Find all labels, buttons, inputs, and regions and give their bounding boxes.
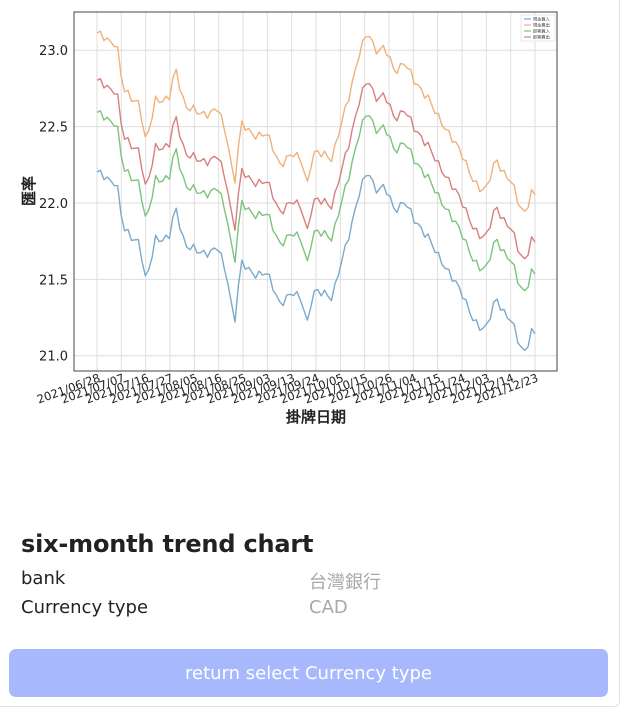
- legend-entry: 現金買入: [533, 16, 551, 23]
- y-tick-label: 21.0: [39, 350, 68, 365]
- bank-value: 台灣銀行: [309, 572, 381, 593]
- series-line-4: [96, 77, 536, 260]
- legend-entry: 現金賣出: [533, 22, 550, 29]
- chart-grid: [74, 12, 557, 371]
- series-line-3: [96, 110, 536, 292]
- series-line-2: [96, 30, 536, 212]
- trend-chart: 21.021.522.022.523.02021/06/282021/07/07…: [20, 11, 558, 426]
- legend-entry: 即期買入: [533, 29, 551, 35]
- chart-series: [96, 30, 536, 351]
- x-axis-label: 掛牌日期: [286, 408, 346, 426]
- y-axis-label: 匯率: [20, 176, 38, 206]
- trend-card: 21.0 21.5 22.0 22.5 23.0 2021/06/28 2021/07/07…: [0, 0, 620, 707]
- currency-label: Currency type: [21, 597, 149, 618]
- y-tick-label: 21.5: [39, 273, 68, 288]
- currency-value: CAD: [309, 597, 348, 618]
- y-tick-label: 22.0: [39, 197, 68, 212]
- return-select-currency-button[interactable]: return select Currency type: [9, 649, 608, 697]
- currency-row: Currency type CAD: [21, 597, 348, 618]
- chart-axes: 21.021.522.022.523.02021/06/282021/07/07…: [35, 44, 540, 406]
- bank-label: bank: [21, 568, 66, 589]
- y-tick-label: 22.5: [39, 121, 68, 136]
- bank-row: bank 台灣銀行: [21, 568, 381, 593]
- legend-entry: 即期賣出: [533, 34, 550, 41]
- plot-frame: [73, 11, 558, 372]
- y-tick-label: 23.0: [39, 44, 68, 59]
- series-line-1: [96, 169, 536, 351]
- section-title: six-month trend chart: [21, 530, 314, 558]
